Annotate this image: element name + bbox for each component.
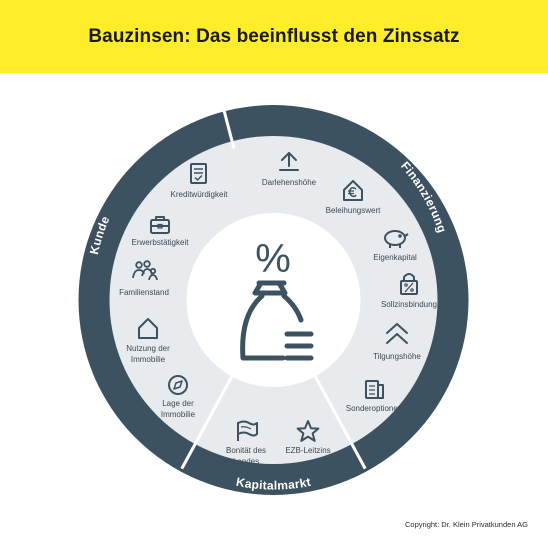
header-bar: Bauzinsen: Das beeinflusst den Zinssatz <box>0 0 548 73</box>
factor-familienstand: Familienstand <box>119 260 169 297</box>
family-icon <box>132 260 158 281</box>
factor-label: Tilgungshöhe <box>373 352 421 361</box>
divider-kapitalmarkt-kunde <box>180 371 236 470</box>
center-circle <box>186 213 361 387</box>
copyright-notice: Copyright: Dr. Klein Privatkunden AG <box>405 520 528 529</box>
factor-kreditwuerdigkeit: Kreditwürdigkeit <box>171 163 229 199</box>
factor-label-line-2: Landes <box>233 457 259 466</box>
factor-label: Sollzinsbindung <box>381 300 437 309</box>
divider-finanzierung-kunde <box>222 110 236 149</box>
factor-darlehenshoehe: Darlehenshöhe <box>262 152 317 187</box>
star-icon <box>296 420 320 442</box>
checklist-icon <box>190 163 207 184</box>
compass-icon <box>168 375 188 395</box>
factor-label-line-1: Lage der <box>162 399 194 408</box>
house-icon <box>138 318 158 339</box>
arrow-up-icon <box>279 152 299 171</box>
flag-icon <box>237 420 258 441</box>
factor-label-line-2: Immobilie <box>131 355 166 364</box>
page-title: Bauzinsen: Das beeinflusst den Zinssatz <box>88 25 460 47</box>
money-bag-icon <box>240 280 314 361</box>
factor-label-line-2: Immobilie <box>161 410 196 419</box>
segment-dividers <box>180 110 367 470</box>
lock-percent-icon <box>400 273 418 295</box>
factor-sollzinsbindung: Sollzinsbindung <box>381 273 437 309</box>
factor-nutzung-der-immobilie: Nutzung der Immobilie <box>126 318 170 364</box>
factor-ezb-leitzins: EZB-Leitzins <box>285 420 331 455</box>
factor-label: Eigenkapital <box>373 253 417 262</box>
factor-label-line-1: Nutzung der <box>126 344 170 353</box>
factor-label: Familienstand <box>119 288 169 297</box>
factor-label: Kreditwürdigkeit <box>171 190 229 199</box>
factor-beleihungswert: Beleihungswert <box>326 180 381 215</box>
factor-label: Erwerbstätigkeit <box>132 238 190 247</box>
factor-label: Sonderoptionen <box>346 404 403 413</box>
factor-eigenkapital: Eigenkapital <box>373 230 417 262</box>
house-euro-icon <box>343 180 363 201</box>
factor-label: EZB-Leitzins <box>285 446 330 455</box>
factor-tilgungshoehe: Tilgungshöhe <box>373 323 421 361</box>
segment-label-kapitalmarkt: Kapitalmarkt <box>235 475 312 493</box>
piggy-bank-icon <box>384 230 409 248</box>
document-icon <box>365 380 384 399</box>
factor-label-line-1: Bonität des <box>226 446 266 455</box>
factor-label: Beleihungswert <box>326 206 381 215</box>
briefcase-icon <box>150 216 170 234</box>
percent-symbol: % <box>255 237 291 281</box>
svg-text:Kapitalmarkt: Kapitalmarkt <box>235 475 312 493</box>
divider-finanzierung-kapitalmarkt <box>311 371 367 470</box>
factor-label: Darlehenshöhe <box>262 178 317 187</box>
factor-lage-der-immobilie: Lage der Immobilie <box>161 375 196 419</box>
factor-sonderoptionen: Sonderoptionen <box>346 380 403 413</box>
factor-erwerbstaetigkeit: Erwerbstätigkeit <box>132 216 190 247</box>
double-chevron-up-icon <box>386 323 408 344</box>
factor-bonitaet-des-landes: Bonität des Landes <box>226 420 266 466</box>
